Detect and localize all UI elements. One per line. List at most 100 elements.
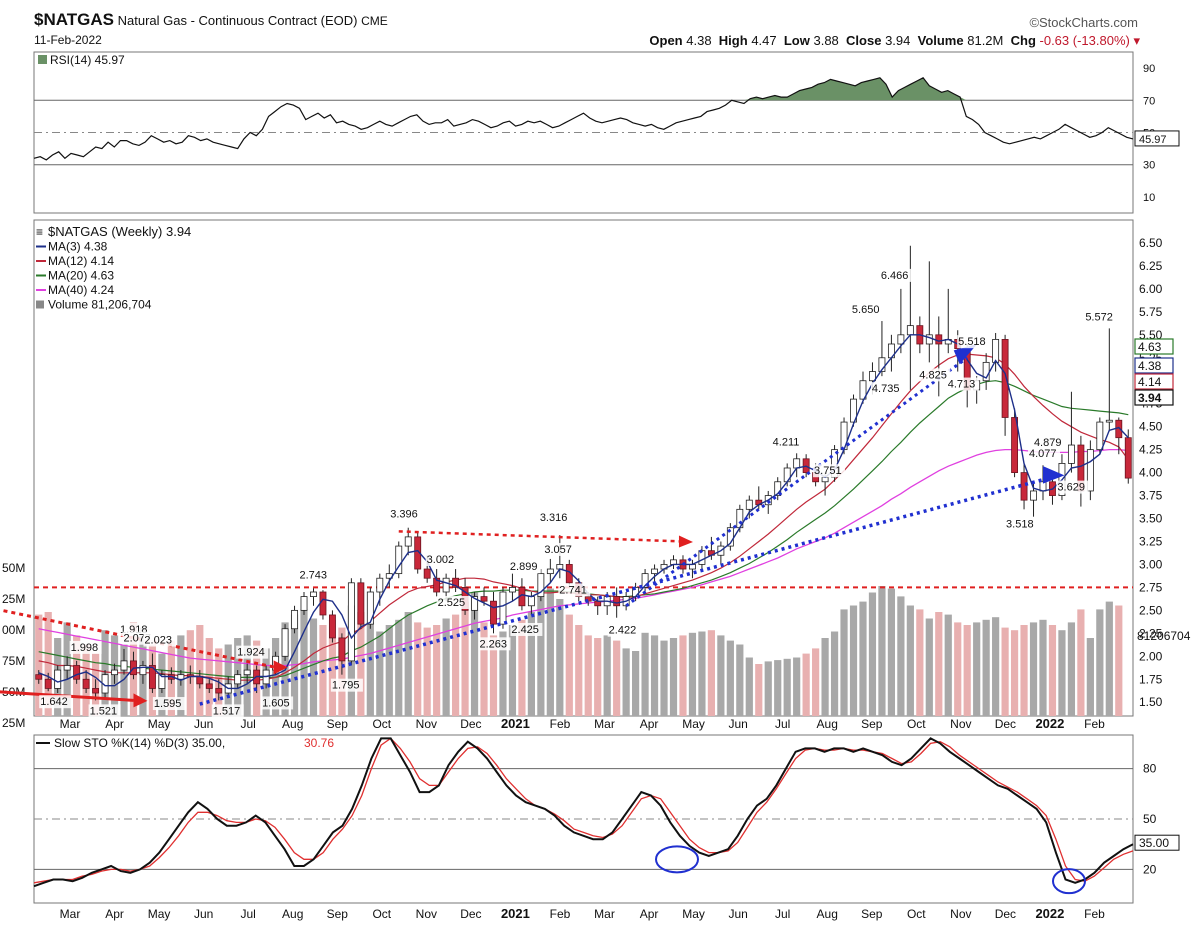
price-tick-label: 3.50 <box>1139 512 1163 526</box>
volume-bar <box>840 609 848 716</box>
annotation-bg <box>918 368 951 382</box>
rsi-tick-label: 10 <box>1143 192 1155 204</box>
price-annotation: 3.316 <box>540 512 568 524</box>
candle-body <box>1001 339 1009 418</box>
candle-body <box>139 665 147 676</box>
annotation-bg <box>39 695 72 709</box>
price-month-label: Oct <box>372 717 391 731</box>
candle-body <box>774 481 782 496</box>
volume-bar <box>603 635 611 716</box>
candle-body <box>82 678 90 689</box>
open-label: Open <box>649 33 683 48</box>
candle-body <box>1105 419 1113 423</box>
volume-bar <box>385 625 393 716</box>
arrow-head <box>678 535 693 548</box>
volume-bar <box>1001 627 1009 716</box>
sto-month-label: Oct <box>372 907 391 921</box>
price-tick-label: 6.00 <box>1139 282 1163 296</box>
annotation-bg <box>850 303 883 317</box>
rsi-current-box <box>1134 130 1180 147</box>
sto-month-label: Feb <box>1084 907 1105 921</box>
candle-body <box>63 665 71 671</box>
price-annotation: 2.899 <box>510 561 538 573</box>
candle-body <box>1030 490 1037 501</box>
sto-month-label: Mar <box>594 907 615 921</box>
volume-bar <box>518 619 526 716</box>
candle-body <box>300 596 308 611</box>
price-tick-label: 5.50 <box>1139 328 1163 342</box>
price-annotation: 3.396 <box>390 509 418 521</box>
volume-bar <box>878 586 886 716</box>
high-label: High <box>718 33 748 48</box>
volume-bar <box>793 657 801 716</box>
annotation-bg <box>1032 436 1065 450</box>
sto-month-label: Apr <box>640 907 659 921</box>
volume-bar <box>935 612 943 716</box>
arrow-head <box>1042 466 1065 484</box>
volume-bar <box>755 664 763 716</box>
volume-bar <box>366 622 374 716</box>
sto-d-line <box>33 737 1134 884</box>
price-legend-entry: MA(3) 4.38 <box>48 240 108 254</box>
price-annotation: 1.642 <box>40 696 68 708</box>
candle-body <box>395 545 403 575</box>
annotation-bg <box>425 553 458 567</box>
price-tick-label: 1.50 <box>1139 695 1163 709</box>
price-legend-entry: Volume 81,206,704 <box>48 298 152 312</box>
candle-body <box>158 674 166 689</box>
volume-bar <box>290 614 299 716</box>
current-value-label: 4.38 <box>1138 359 1162 373</box>
price-annotation: 2.525 <box>438 597 466 609</box>
sto-legend-k: Slow STO %K(14) %D(3) 35.00, <box>54 736 225 750</box>
price-annotation: 1.605 <box>262 697 290 709</box>
sto-month-label: Jun <box>728 907 747 921</box>
price-tick-label: 4.25 <box>1139 443 1163 457</box>
volume-bar <box>480 622 488 716</box>
volume-bar <box>707 630 716 716</box>
volume-bar <box>1115 605 1123 716</box>
rsi-tick-label: 90 <box>1143 63 1155 75</box>
volume-bar <box>906 605 914 716</box>
volume-bar <box>537 596 545 716</box>
volume-axis-label: 75M <box>2 654 25 668</box>
annotation-bg <box>143 633 176 647</box>
low-value: 3.88 <box>813 33 839 48</box>
volume-bar <box>499 631 507 716</box>
sto-month-label: Aug <box>817 907 838 921</box>
volume-bar <box>992 617 1000 716</box>
price-month-label: Mar <box>594 717 615 731</box>
annotation-bg <box>946 377 979 391</box>
volume-label: Volume <box>917 33 964 48</box>
price-tick-label: 6.50 <box>1139 236 1163 250</box>
volume-bar <box>982 619 990 716</box>
candle-body <box>689 564 696 570</box>
blue-trend-line-2 <box>625 356 969 607</box>
red-trend-line-1 <box>0 608 276 669</box>
rsi-current-label: 45.97 <box>1139 134 1167 146</box>
annotation-bg <box>957 335 990 349</box>
volume-bar <box>802 653 810 716</box>
annotation-bg <box>261 696 294 710</box>
volume-bar <box>698 631 706 716</box>
volume-bar <box>764 661 772 716</box>
annotation-bg <box>211 704 244 718</box>
price-tick-label: 3.25 <box>1139 534 1163 548</box>
price-annotation: 3.057 <box>544 544 572 556</box>
volume-bar <box>669 638 678 716</box>
candle-body <box>347 582 355 662</box>
candle-body <box>897 334 905 345</box>
candle-body <box>433 577 441 593</box>
sto-circle-highlight <box>655 845 699 874</box>
volume-legend-icon <box>36 300 44 309</box>
price-annotation: 2.422 <box>609 625 637 637</box>
candle-body <box>992 339 1000 363</box>
instrument-name: Natural Gas - Continuous Contract (EOD) <box>117 13 358 28</box>
ma40-line <box>38 448 1129 667</box>
volume-value: 81.2M <box>967 33 1004 48</box>
sto-month-label: Jun <box>194 907 213 921</box>
price-annotation: 1.998 <box>71 642 99 654</box>
volume-bar <box>1058 630 1066 716</box>
volume-bar <box>442 618 450 716</box>
volume-current-label: 81206704 <box>1137 629 1191 643</box>
candle-body <box>404 536 412 547</box>
